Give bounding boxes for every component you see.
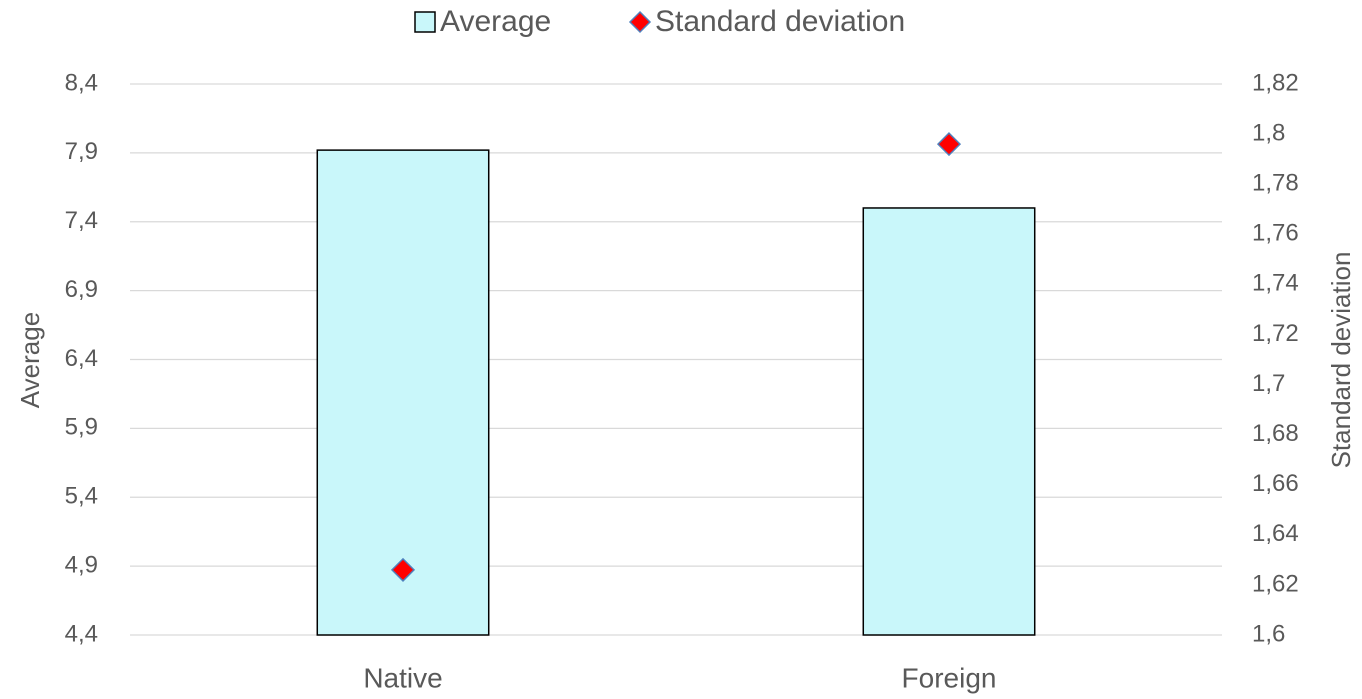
y2-tick-label: 1,78 <box>1252 170 1299 197</box>
y2-tick-label: 1,66 <box>1252 470 1299 497</box>
x-tick-label: Native <box>363 662 442 693</box>
y2-tick-label: 1,74 <box>1252 270 1299 297</box>
y2-tick-label: 1,82 <box>1252 69 1299 96</box>
legend-swatch <box>628 10 652 34</box>
y-tick-label: 7,4 <box>65 207 98 234</box>
y-tick-label: 7,9 <box>65 138 98 165</box>
y2-tick-label: 1,64 <box>1252 520 1299 547</box>
legend-swatch <box>414 11 436 33</box>
bar <box>862 207 1036 636</box>
y-tick-label: 8,4 <box>65 69 98 96</box>
legend-label: Average <box>440 5 551 38</box>
y2-tick-label: 1,62 <box>1252 570 1299 597</box>
marker <box>936 132 962 157</box>
x-tick-label: Foreign <box>902 662 997 693</box>
y-tick-label: 5,9 <box>65 414 98 441</box>
y-tick-label: 6,9 <box>65 276 98 303</box>
legend-label: Standard deviation <box>655 5 905 38</box>
y2-tick-label: 1,6 <box>1252 620 1285 647</box>
y2-tick-label: 1,8 <box>1252 119 1285 146</box>
y-tick-label: 6,4 <box>65 345 98 372</box>
y2-axis-title: Standard deviation <box>1326 252 1356 469</box>
y-tick-label: 5,4 <box>65 483 98 510</box>
y-axis-title: Average <box>15 312 45 408</box>
y2-tick-label: 1,68 <box>1252 420 1299 447</box>
y-tick-label: 4,9 <box>65 551 98 578</box>
y2-tick-label: 1,7 <box>1252 370 1285 397</box>
y-tick-label: 4,4 <box>65 620 98 647</box>
marker <box>390 557 416 582</box>
bar <box>316 149 490 636</box>
y2-tick-label: 1,72 <box>1252 320 1299 347</box>
y2-tick-label: 1,76 <box>1252 220 1299 247</box>
